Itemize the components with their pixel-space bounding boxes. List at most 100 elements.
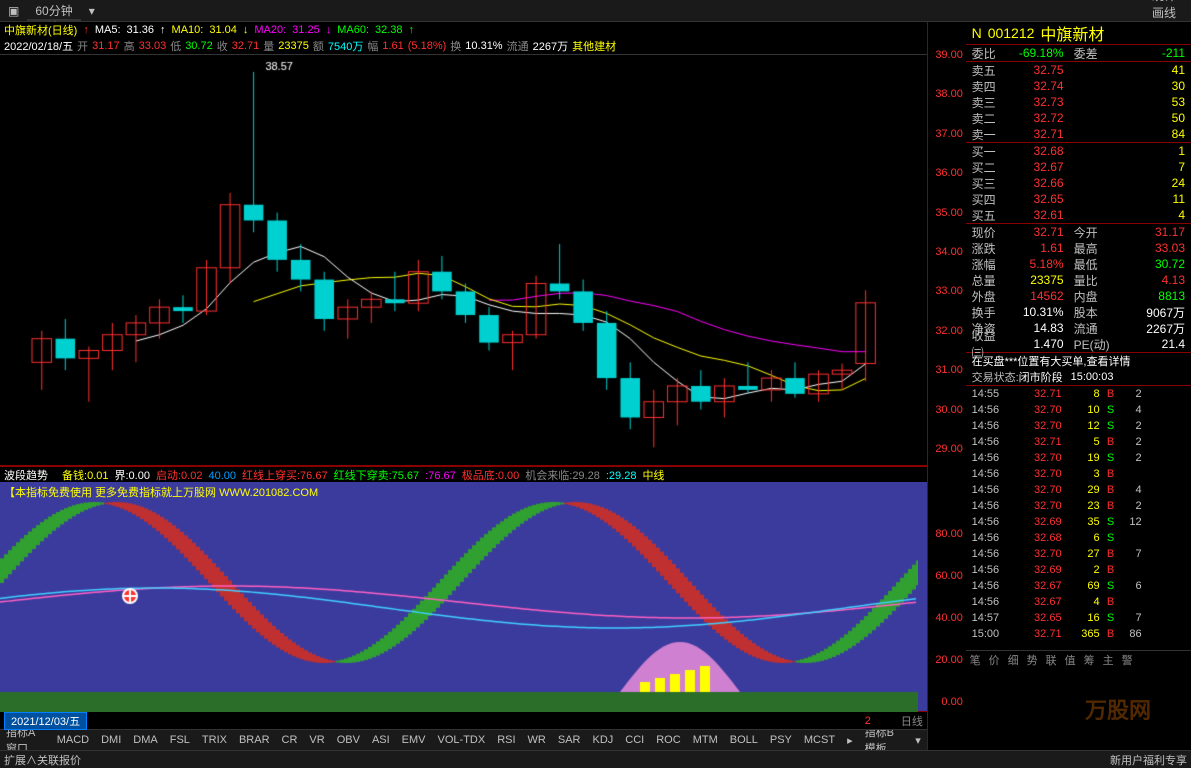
axis-tick: 33.00 — [935, 285, 963, 297]
tick-row: 14:5632.6935S12 — [966, 514, 1191, 530]
side-tab[interactable]: 主 — [1103, 652, 1114, 668]
indicator-menu[interactable]: 窗口 — [0, 743, 34, 750]
up-arrow-icon: ↑ — [83, 24, 89, 36]
orderbook-row[interactable]: 卖四32.7430 — [966, 78, 1191, 94]
indicator-tab[interactable]: ASI — [366, 734, 396, 746]
indicator-tabs: 指标A 窗口 MACDDMIDMAFSLTRIXBRARCRVROBVASIEMV… — [0, 730, 927, 750]
info-row: 涨幅5.18%最低30.72 — [966, 256, 1191, 272]
tick-row: 14:5632.7010S4 — [966, 402, 1191, 418]
orderbook-row[interactable]: 卖三32.7353 — [966, 94, 1191, 110]
axis-tick: 40.00 — [935, 612, 963, 624]
side-tab[interactable]: 价 — [989, 652, 1000, 668]
orderbook-row[interactable]: 买四32.6511 — [966, 191, 1191, 207]
indicator-tab[interactable]: VR — [303, 734, 330, 746]
indicator-tab[interactable]: PSY — [764, 734, 798, 746]
orderbook-row[interactable]: 买一32.681 — [966, 143, 1191, 159]
tick-list[interactable]: 14:5532.718B214:5632.7010S414:5632.7012S… — [966, 386, 1191, 650]
chart-ma-header: 中旗新材(日线) ↑ MA5:31.36↑ MA10:31.04↓ MA20:3… — [0, 22, 927, 38]
orderbook-row[interactable]: 买二32.677 — [966, 159, 1191, 175]
axis-tick: 36.00 — [935, 167, 963, 179]
tick-row: 15:0032.71365B86 — [966, 626, 1191, 642]
indicator-label: 启动: — [156, 470, 181, 482]
orderbook-row[interactable]: 卖二32.7250 — [966, 110, 1191, 126]
info-row: 总量23375量比4.13 — [966, 272, 1191, 288]
indicator-tab[interactable]: DMA — [127, 734, 163, 746]
tick-row: 14:5632.7027B7 — [966, 546, 1191, 562]
indicator-tab[interactable]: SAR — [552, 734, 587, 746]
indicator-tab[interactable]: MCST — [798, 734, 841, 746]
indicator-tab[interactable]: OBV — [331, 734, 366, 746]
indicator-value: 75.67 — [392, 470, 420, 482]
indicator-label: 备钱: — [62, 470, 87, 482]
indicator-tab[interactable]: EMV — [396, 734, 432, 746]
indicator-tab[interactable]: ROC — [650, 734, 686, 746]
indicator-menu[interactable]: 指标B — [859, 730, 900, 739]
axis-tick: 31.00 — [935, 364, 963, 376]
timeframe-tabs: ▣ 分时1分钟5分钟15分钟30分钟60分钟日线周线月线多周期更多 ▾ 复权叠加… — [0, 0, 1191, 22]
info-row: 涨跌1.61最高33.03 — [966, 240, 1191, 256]
indicator-tab[interactable]: TRIX — [196, 734, 233, 746]
indicator-tab[interactable]: RSI — [491, 734, 521, 746]
orderbook-row[interactable]: 买三32.6624 — [966, 175, 1191, 191]
date-cursor[interactable]: 2021/12/03/五 — [4, 712, 87, 730]
indicator-tab[interactable]: FSL — [164, 734, 196, 746]
axis-tick: 60.00 — [935, 570, 963, 582]
chart-ohlc-header: 2022/02/18/五 开31.17 高33.03 低30.72 收32.71… — [0, 38, 927, 54]
stock-name-period: 中旗新材(日线) — [4, 22, 77, 38]
indicator-tab[interactable]: CCI — [619, 734, 650, 746]
indicator-tab[interactable]: BRAR — [233, 734, 276, 746]
side-tab[interactable]: 势 — [1027, 652, 1038, 668]
candlestick-chart[interactable]: 29.0030.0031.0032.0033.0034.0035.0036.00… — [0, 54, 927, 466]
tick-row: 14:5632.692B — [966, 562, 1191, 578]
timeframe-tab[interactable]: 60分钟 — [27, 2, 80, 19]
bottom-bar: 扩展∧关联报价 新用户福利专享 — [0, 750, 1191, 768]
indicator-tab[interactable]: DMI — [95, 734, 127, 746]
indicator-tab[interactable]: VOL-TDX — [432, 734, 492, 746]
indicator-value: 76.67 — [300, 470, 328, 482]
indicator-tab[interactable]: WR — [522, 734, 552, 746]
bottom-button[interactable]: 关联报价 — [37, 755, 81, 767]
orderbook-row[interactable]: 卖一32.7184 — [966, 126, 1191, 142]
promo-text[interactable]: 新用户福利专享 — [1110, 752, 1187, 768]
tick-row: 14:5632.7023B2 — [966, 498, 1191, 514]
tick-row: 14:5632.715B2 — [966, 434, 1191, 450]
indicator-value: 76.67 — [428, 470, 456, 482]
tick-row: 14:5532.718B2 — [966, 386, 1191, 402]
indicator-chart[interactable]: 【本指标免费使用 更多免费指标就上万股网 WWW.201082.COM 0.00… — [0, 482, 927, 712]
axis-tick: 37.00 — [935, 128, 963, 140]
info-row: 外盘14562内盘8813 — [966, 288, 1191, 304]
bottom-button[interactable]: 扩展∧ — [4, 755, 37, 767]
indicator-tab[interactable]: CR — [276, 734, 304, 746]
orderbook-row[interactable]: 买五32.614 — [966, 207, 1191, 223]
quote-panel: N 001212 中旗新材 委比 -69.18% 委差 -211 卖五32.75… — [966, 22, 1191, 750]
axis-tick: 34.00 — [935, 246, 963, 258]
orderbook-row[interactable]: 卖五32.7541 — [966, 62, 1191, 78]
indicator-menu[interactable]: 指标A — [0, 730, 41, 739]
indicator-tab[interactable]: BOLL — [724, 734, 764, 746]
indicator-tab[interactable]: KDJ — [587, 734, 620, 746]
indicator-tab[interactable]: MTM — [687, 734, 724, 746]
stock-title[interactable]: N 001212 中旗新材 — [966, 22, 1191, 44]
indicator-tab[interactable]: MACD — [51, 734, 95, 746]
axis-tick: 35.00 — [935, 207, 963, 219]
more-dropdown[interactable]: ▾ — [81, 0, 103, 21]
side-tab[interactable]: 联 — [1046, 652, 1057, 668]
toolbar-button[interactable]: 画线 — [1144, 4, 1191, 21]
indicator-value: 0.02 — [181, 470, 202, 482]
side-tab[interactable]: 笔 — [970, 652, 981, 668]
side-tab[interactable]: 筹 — [1084, 652, 1095, 668]
tabs-dropdown-icon[interactable]: ▾ — [909, 734, 927, 747]
indicator-menu[interactable]: 模板 — [859, 743, 893, 750]
axis-tick: 80.00 — [935, 528, 963, 540]
side-tab[interactable]: 细 — [1008, 652, 1019, 668]
tabs-scroll-right-icon[interactable]: ▸ — [841, 734, 859, 747]
side-bottom-tabs: 笔价细势联值筹主警 — [966, 650, 1191, 668]
side-tab[interactable]: 值 — [1065, 652, 1076, 668]
indicator-header: 波段趋势 备钱:0.01界:0.00启动:0.0240.00红线上穿买:76.6… — [0, 466, 927, 482]
side-tab[interactable]: 警 — [1122, 652, 1133, 668]
alert-message[interactable]: 在买盘***位置有大买单,查看详情 — [966, 353, 1191, 369]
tick-row: 14:5632.674B — [966, 594, 1191, 610]
trade-status: 交易状态: 闭市阶段 15:00:03 — [966, 369, 1191, 385]
axis-tick: 30.00 — [935, 404, 963, 416]
tab-icon[interactable]: ▣ — [0, 0, 27, 21]
